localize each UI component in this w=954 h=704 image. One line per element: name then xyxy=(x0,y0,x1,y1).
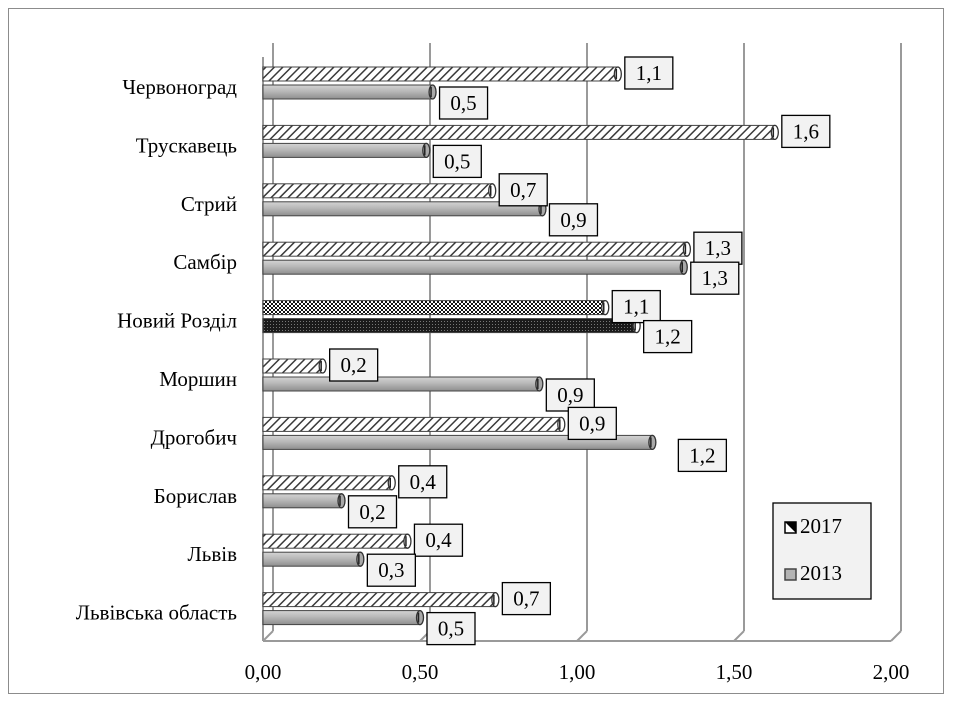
grid-floor-line xyxy=(890,630,902,642)
chart-frame: Червоноград Трускавець Стрий Самбір Новий Ро… xyxy=(8,8,944,694)
bar-2013 xyxy=(262,259,688,275)
data-label-2013: 0,5 xyxy=(432,144,482,179)
data-label-2017: 0,9 xyxy=(567,406,617,441)
x-tick-label: 2,00 xyxy=(873,660,910,684)
category-label: Дрогобич xyxy=(151,425,238,449)
bar-2017 xyxy=(262,124,779,141)
grid-floor-line xyxy=(262,630,274,642)
bar-2013 xyxy=(262,493,346,509)
data-label-2013: 1,2 xyxy=(643,319,693,354)
data-labels: 1,10,51,60,50,70,91,31,31,11,20,20,90,91… xyxy=(329,56,831,646)
data-label-2013: 0,5 xyxy=(426,611,476,646)
svg-text:1,6: 1,6 xyxy=(793,119,819,143)
legend-item-2017: 2017 xyxy=(784,514,842,538)
grid-floor-line xyxy=(733,630,745,642)
x-tick-label: 0,00 xyxy=(245,660,282,684)
data-label-2013: 0,9 xyxy=(548,203,599,237)
bar-2013 xyxy=(262,551,365,567)
grid-floor-line xyxy=(576,630,588,642)
category-label: Львівська область xyxy=(76,601,237,625)
svg-text:1,2: 1,2 xyxy=(655,325,681,349)
bar-2017 xyxy=(262,475,396,491)
legend-item-2013: 2013 xyxy=(784,561,842,585)
svg-text:1,2: 1,2 xyxy=(689,443,715,467)
bar-2017 xyxy=(262,416,566,433)
legend-box xyxy=(772,502,872,600)
svg-text:0,5: 0,5 xyxy=(438,617,464,641)
legend-label: 2017 xyxy=(800,514,842,538)
data-label-2013: 0,9 xyxy=(545,378,595,412)
bar-chart: Червоноград Трускавець Стрий Самбір Новий Ро… xyxy=(76,43,910,684)
data-label-2013: 0,5 xyxy=(438,86,489,120)
svg-text:1,3: 1,3 xyxy=(705,236,731,260)
category-labels: Червоноград Трускавець Стрий Самбір Новий Ро… xyxy=(76,75,238,625)
bar-2013 xyxy=(262,376,544,392)
data-label-2013: 0,2 xyxy=(347,495,398,529)
bar-2017 xyxy=(262,533,412,549)
legend-swatch-gray xyxy=(784,568,797,581)
svg-text:1,1: 1,1 xyxy=(623,295,649,319)
x-tick-labels: 0,00 0,50 1,00 1,50 2,00 xyxy=(245,660,910,684)
category-label: Новий Розділ xyxy=(117,309,237,333)
x-tick-label: 0,50 xyxy=(402,660,439,684)
data-label-2013: 0,3 xyxy=(366,553,416,587)
category-label: Стрий xyxy=(181,192,237,216)
legend-swatch-hatch-fill xyxy=(785,522,796,533)
bar-2013 xyxy=(262,142,431,159)
legend: 2017 2013 xyxy=(772,502,872,600)
svg-text:0,2: 0,2 xyxy=(341,353,367,377)
svg-text:0,9: 0,9 xyxy=(560,208,586,232)
bar-2013 xyxy=(262,317,641,334)
bar-2013 xyxy=(262,201,547,217)
bar-2017 xyxy=(262,66,622,82)
data-label-2017: 0,4 xyxy=(413,523,464,557)
svg-text:0,4: 0,4 xyxy=(410,470,437,494)
data-label-2013: 1,3 xyxy=(690,261,740,295)
data-label-2017: 0,4 xyxy=(398,465,448,499)
bar-2017 xyxy=(262,358,327,374)
x-tick-label: 1,00 xyxy=(559,660,596,684)
svg-text:0,7: 0,7 xyxy=(513,587,539,611)
data-label-2017: 1,1 xyxy=(624,56,674,90)
data-label-2017: 0,2 xyxy=(329,348,379,382)
svg-text:0,9: 0,9 xyxy=(557,383,583,407)
svg-text:0,2: 0,2 xyxy=(359,500,385,524)
bar-2013 xyxy=(262,434,657,451)
svg-text:0,5: 0,5 xyxy=(444,149,470,173)
data-label-2013: 1,2 xyxy=(677,438,728,473)
bar-2013 xyxy=(262,84,437,100)
svg-text:0,3: 0,3 xyxy=(378,558,404,582)
bar-2017 xyxy=(262,183,497,199)
data-label-2017: 1,6 xyxy=(781,114,831,149)
data-label-2017: 0,7 xyxy=(498,173,548,207)
bar-2013 xyxy=(262,609,425,626)
svg-text:0,9: 0,9 xyxy=(579,411,605,435)
svg-text:0,7: 0,7 xyxy=(510,178,536,202)
bar-2017 xyxy=(262,241,692,257)
legend-label: 2013 xyxy=(800,561,842,585)
category-label: Борислав xyxy=(154,484,237,508)
svg-text:1,1: 1,1 xyxy=(636,61,662,85)
x-tick-label: 1,50 xyxy=(716,660,753,684)
category-label: Самбір xyxy=(173,250,237,274)
category-label: Моршин xyxy=(159,367,237,391)
category-label: Львів xyxy=(188,542,238,566)
category-label: Трускавець xyxy=(136,133,237,157)
data-label-2017: 0,7 xyxy=(501,581,552,616)
category-label: Червоноград xyxy=(122,75,237,99)
bar-2017 xyxy=(262,591,500,608)
bars xyxy=(262,66,779,626)
svg-text:1,3: 1,3 xyxy=(702,266,728,290)
bar-2017 xyxy=(262,299,610,316)
data-label-2017: 1,1 xyxy=(611,289,661,324)
svg-text:0,5: 0,5 xyxy=(450,91,476,115)
data-label-2017: 1,3 xyxy=(693,231,743,265)
svg-text:0,4: 0,4 xyxy=(425,528,452,552)
